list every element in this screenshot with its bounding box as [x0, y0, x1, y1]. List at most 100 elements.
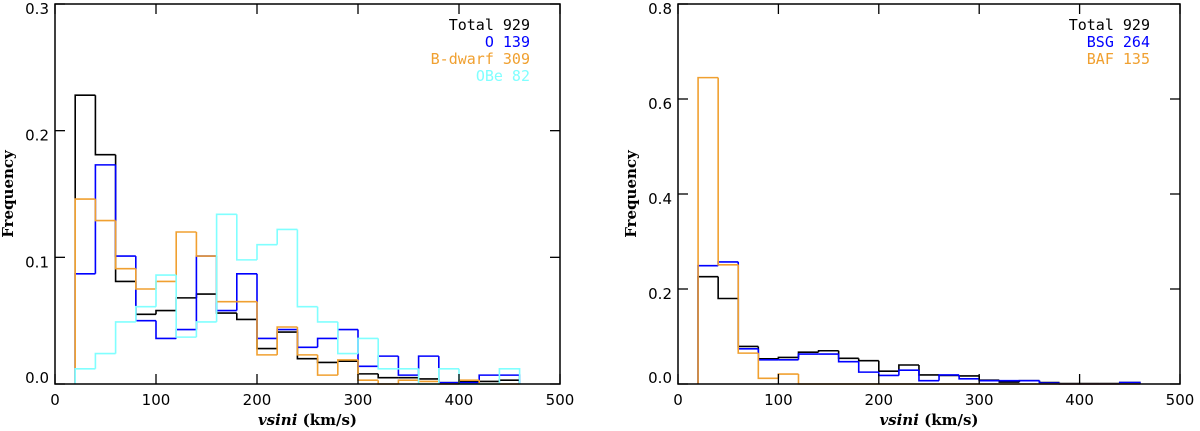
histogram-bin [135, 268, 156, 290]
x-tick-label: 400 [445, 391, 474, 409]
histogram-bin [316, 337, 338, 348]
histogram-bin [498, 368, 521, 384]
histogram-bin [94, 164, 116, 274]
histogram-bin [276, 328, 298, 339]
x-tick-label: 500 [546, 391, 575, 409]
histogram-bin [357, 361, 379, 375]
histogram-bin [175, 297, 197, 311]
x-axis-label-unit: (km/s) [297, 411, 357, 429]
histogram-bin [74, 198, 96, 384]
histogram-bin [296, 329, 318, 349]
x-axis-label-italic: vsini [879, 411, 919, 429]
histogram-bin [114, 321, 136, 354]
histogram-bin [697, 275, 719, 384]
histogram-bin [256, 273, 278, 340]
histogram-bin [195, 321, 217, 338]
histogram-bin [114, 220, 136, 270]
histogram-bin [797, 353, 819, 360]
histogram-bin [417, 377, 439, 380]
histogram-bin [155, 320, 177, 340]
histogram-bin [978, 375, 1000, 381]
x-tick-label: 0 [50, 391, 60, 409]
histogram-bin [337, 328, 358, 339]
histogram-bin [697, 264, 719, 384]
legend-entry: Total 929 [449, 16, 530, 34]
series-0 [697, 275, 1141, 385]
histogram-bin [898, 369, 919, 376]
x-tick-label: 100 [764, 391, 793, 409]
histogram-bin [357, 329, 379, 368]
histogram-bin [94, 199, 116, 222]
legend-entry: Total 929 [1069, 16, 1150, 34]
histogram-bin [276, 331, 298, 349]
histogram-bin [155, 280, 177, 289]
histogram-bin [114, 164, 136, 257]
legend-entry: BAF 135 [1087, 50, 1150, 68]
histogram-bin [357, 359, 379, 381]
histogram-bin [135, 281, 156, 316]
histogram-bin [737, 261, 759, 350]
histogram-bin [276, 228, 298, 245]
histogram-bin [296, 229, 318, 308]
y-tick-label: 0.2 [648, 285, 672, 303]
x-axis-label: vsini (km/s) [879, 411, 978, 429]
histogram-bin [74, 368, 96, 384]
y-tick-label: 0.4 [648, 190, 672, 208]
histogram-bin [236, 214, 257, 261]
histogram-bin [135, 305, 156, 322]
histogram-bin [316, 358, 338, 364]
histogram-bin [417, 380, 439, 383]
histogram-bin [195, 232, 217, 257]
histogram-bin [256, 319, 278, 350]
histogram-bin [377, 338, 399, 370]
histogram-bin [1038, 380, 1060, 384]
histogram-bin [958, 374, 980, 380]
histogram-bin [215, 256, 237, 303]
histogram-bin [878, 360, 899, 372]
histogram-bin [357, 337, 379, 354]
histogram-bin [114, 154, 136, 283]
histogram-bin [918, 365, 940, 376]
x-axis-label-italic: vsini [258, 411, 298, 429]
histogram-bin [837, 350, 859, 360]
y-tick-label: 0.0 [648, 369, 672, 387]
x-tick-label: 300 [344, 391, 373, 409]
legend-entry: BSG 264 [1087, 33, 1150, 51]
legend-entry: B-dwarf 309 [431, 50, 530, 68]
histogram-bin [316, 306, 338, 323]
histogram-bin [397, 379, 419, 384]
x-tick-label: 400 [1065, 391, 1094, 409]
series-2 [74, 198, 520, 385]
histogram-bin [236, 273, 257, 311]
x-tick-label: 500 [1166, 391, 1195, 409]
histogram-bin [397, 356, 419, 376]
histogram-bin [417, 355, 439, 376]
histogram-bin [837, 354, 859, 363]
histogram-bin [74, 273, 96, 384]
histogram-bin [74, 94, 96, 384]
legend-entry: O 139 [485, 33, 530, 51]
histogram-bin [236, 313, 257, 321]
x-tick-label: 200 [864, 391, 893, 409]
histogram-bin [276, 326, 298, 355]
histogram-bin [918, 370, 940, 382]
histogram-bin [316, 354, 338, 376]
x-tick-label: 300 [965, 391, 994, 409]
histogram-bin [857, 361, 879, 373]
y-tick-label: 0.1 [25, 253, 49, 271]
histogram-bin [697, 76, 719, 384]
histogram-bin [817, 349, 839, 353]
histogram-bin [94, 352, 116, 369]
histogram-bin [256, 243, 278, 260]
histogram-bin [377, 373, 399, 379]
histogram-bin [337, 359, 358, 376]
histogram-bin [717, 276, 739, 300]
y-tick-label: 0.3 [25, 0, 49, 18]
x-tick-label: 0 [673, 391, 683, 409]
x-axis-label-unit: (km/s) [919, 411, 979, 429]
histogram-bin [195, 293, 217, 298]
series-2 [697, 76, 1140, 385]
plot-frame [54, 3, 561, 385]
